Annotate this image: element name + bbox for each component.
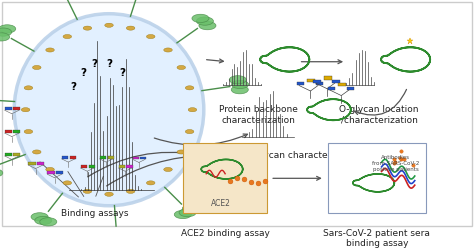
Circle shape	[0, 25, 16, 33]
Text: ?: ?	[119, 68, 125, 78]
Ellipse shape	[14, 14, 204, 206]
Bar	[316, 82, 323, 86]
Bar	[313, 80, 321, 83]
Circle shape	[63, 34, 72, 39]
Circle shape	[226, 147, 243, 155]
Circle shape	[127, 189, 135, 193]
Bar	[328, 87, 335, 90]
Bar	[28, 162, 36, 165]
Circle shape	[33, 65, 41, 69]
Circle shape	[146, 34, 155, 39]
Text: ACE2: ACE2	[210, 199, 230, 208]
Bar	[324, 76, 332, 80]
Circle shape	[185, 86, 194, 90]
Bar	[133, 157, 139, 159]
Circle shape	[83, 26, 91, 30]
Circle shape	[103, 232, 120, 240]
Text: ?: ?	[71, 82, 76, 92]
Circle shape	[229, 76, 246, 84]
Circle shape	[0, 169, 3, 177]
Circle shape	[31, 213, 48, 221]
Bar	[47, 171, 55, 174]
Circle shape	[105, 192, 113, 196]
Circle shape	[63, 181, 72, 185]
Text: ?: ?	[106, 59, 112, 69]
Bar	[70, 156, 76, 159]
Circle shape	[40, 218, 57, 226]
Circle shape	[192, 14, 209, 23]
Bar	[338, 83, 346, 86]
Circle shape	[21, 108, 30, 112]
Circle shape	[182, 204, 200, 213]
Bar	[346, 87, 354, 90]
Circle shape	[46, 48, 55, 52]
Bar	[62, 156, 68, 159]
Bar	[13, 130, 20, 133]
Circle shape	[199, 22, 216, 30]
Circle shape	[0, 28, 12, 36]
Bar	[118, 165, 125, 168]
Circle shape	[222, 156, 239, 164]
Bar	[89, 165, 95, 168]
Circle shape	[185, 129, 194, 134]
Text: Antibodies
from SARS-CoV-2
positive patients: Antibodies from SARS-CoV-2 positive pati…	[372, 155, 419, 172]
Circle shape	[177, 65, 185, 69]
Bar	[108, 156, 114, 159]
Circle shape	[164, 48, 172, 52]
Text: Protein backbone
characterization: Protein backbone characterization	[219, 105, 298, 124]
Circle shape	[33, 150, 41, 154]
Circle shape	[24, 86, 33, 90]
Bar	[13, 107, 20, 110]
Circle shape	[0, 33, 9, 41]
Bar	[5, 130, 12, 133]
Bar	[56, 171, 63, 174]
Circle shape	[105, 23, 113, 27]
Circle shape	[174, 210, 191, 219]
Circle shape	[83, 189, 91, 193]
Bar	[140, 157, 146, 159]
Bar	[332, 80, 340, 83]
FancyBboxPatch shape	[328, 143, 426, 213]
Text: Binding assays: Binding assays	[61, 209, 128, 218]
Circle shape	[35, 216, 52, 224]
Circle shape	[231, 80, 248, 89]
Circle shape	[164, 167, 172, 172]
Circle shape	[146, 181, 155, 185]
Circle shape	[177, 150, 185, 154]
Circle shape	[231, 86, 248, 94]
Bar	[13, 153, 20, 156]
Bar	[81, 165, 87, 168]
Text: N-glycan characterization: N-glycan characterization	[245, 151, 362, 160]
Circle shape	[188, 108, 197, 112]
Circle shape	[127, 26, 135, 30]
Bar	[5, 153, 12, 156]
Bar	[297, 82, 304, 86]
Bar	[127, 165, 133, 168]
Circle shape	[225, 152, 242, 160]
Bar	[5, 107, 12, 110]
Circle shape	[113, 231, 130, 239]
Circle shape	[196, 17, 213, 25]
Bar	[100, 156, 106, 159]
Bar	[37, 162, 44, 165]
Text: ACE2 binding assay: ACE2 binding assay	[181, 229, 270, 238]
Text: ?: ?	[92, 59, 98, 69]
Text: Sars-CoV-2 patient sera
binding assay: Sars-CoV-2 patient sera binding assay	[323, 229, 430, 248]
Text: ?: ?	[80, 68, 86, 78]
Text: O-glycan location
/characterization: O-glycan location /characterization	[339, 105, 419, 124]
Circle shape	[179, 209, 196, 217]
Circle shape	[46, 167, 55, 172]
Bar	[308, 79, 315, 82]
Circle shape	[24, 129, 33, 134]
Circle shape	[108, 233, 125, 241]
FancyBboxPatch shape	[2, 2, 472, 226]
FancyBboxPatch shape	[183, 143, 267, 213]
